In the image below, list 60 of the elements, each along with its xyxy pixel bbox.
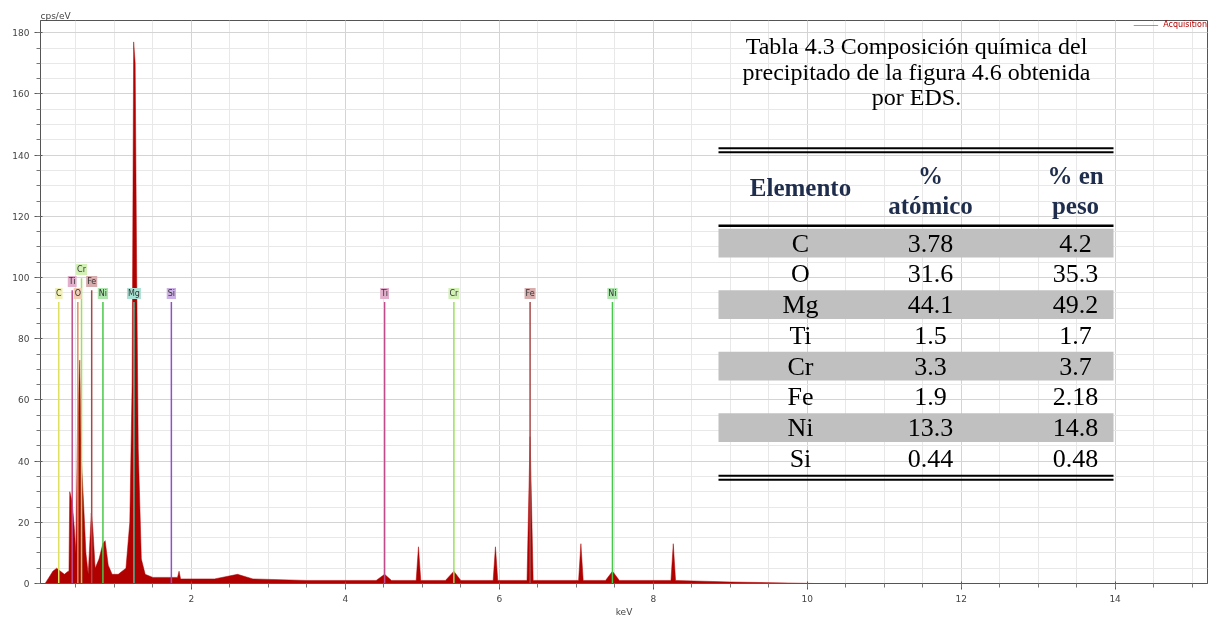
data-label: 1.9: [914, 382, 947, 412]
y-tick-label: 80: [18, 334, 30, 345]
series-label: % atómico: [888, 162, 973, 219]
data-label: 14.8: [1052, 413, 1099, 443]
ref-line-label: Ni: [608, 289, 617, 298]
data-label: 31.6: [907, 259, 954, 289]
ref-line-label: C: [55, 289, 62, 298]
data-label: 0.48: [1052, 443, 1099, 473]
y-tick-label: 0: [23, 579, 30, 589]
y-axis-title: cps/eV: [40, 10, 72, 21]
ref-line-label: Fe: [87, 277, 97, 286]
text: Acquisition: [1163, 20, 1207, 29]
text: % en peso: [1047, 162, 1104, 219]
ref-line-label: Ni: [98, 289, 108, 298]
x-tick-label: 2: [188, 593, 195, 604]
y-tick-label: 160: [12, 89, 30, 100]
y-tick-label: 140: [12, 150, 30, 161]
data-label: 1.5: [914, 320, 947, 350]
category-label: Mg: [782, 290, 819, 320]
x-tick-label: 6: [496, 593, 503, 604]
data-label: 0.44: [907, 443, 954, 473]
x-tick-label: 14: [1109, 593, 1122, 604]
ref-line-label: Cr: [77, 265, 87, 274]
data-label: 35.3: [1052, 259, 1099, 289]
ref-line-label: Si: [167, 289, 176, 298]
text: Elemento: [749, 174, 852, 202]
category-label: Fe: [787, 382, 814, 412]
ref-line-label: Cr: [449, 289, 460, 298]
x-axis-title: keV: [615, 606, 634, 617]
data-label: 3.7: [1059, 351, 1092, 381]
category-label: Cr: [787, 351, 814, 381]
x-tick-label: 8: [650, 593, 657, 604]
x-tick-label: 10: [801, 593, 814, 604]
category-label: Ti: [789, 320, 812, 350]
y-tick-label: 100: [12, 273, 30, 284]
category-label: Ni: [787, 413, 814, 443]
data-label: 44.1: [907, 290, 954, 320]
data-label: 1.7: [1059, 320, 1092, 350]
data-label: 3.78: [907, 228, 954, 258]
y-tick-label: 180: [12, 28, 30, 39]
category-label: C: [791, 228, 810, 258]
ref-line-label: Mg: [127, 289, 140, 298]
ref-line-label: Fe: [525, 289, 535, 298]
ref-line-label: O: [74, 289, 81, 298]
x-tick-label: 4: [342, 593, 349, 604]
data-label: 4.2: [1059, 228, 1092, 258]
ref-line-label: Ti: [67, 277, 76, 286]
category-label: O: [791, 259, 810, 289]
data-label: 2.18: [1052, 382, 1099, 412]
ref-line-label: Ti: [380, 289, 389, 298]
y-tick-label: 40: [18, 456, 30, 467]
data-label: 49.2: [1052, 290, 1099, 320]
data-label: 3.3: [914, 351, 947, 381]
y-tick-label: 60: [18, 395, 30, 406]
text: Tabla 4.3 Composición química del precipitado de la figura 4.6 obtenida por EDS.: [742, 33, 1091, 111]
data-label: 13.3: [907, 413, 954, 443]
y-tick-label: 20: [18, 517, 30, 528]
y-tick-label: 120: [12, 211, 30, 222]
x-tick-label: 12: [955, 593, 967, 604]
category-label: Si: [789, 443, 812, 473]
